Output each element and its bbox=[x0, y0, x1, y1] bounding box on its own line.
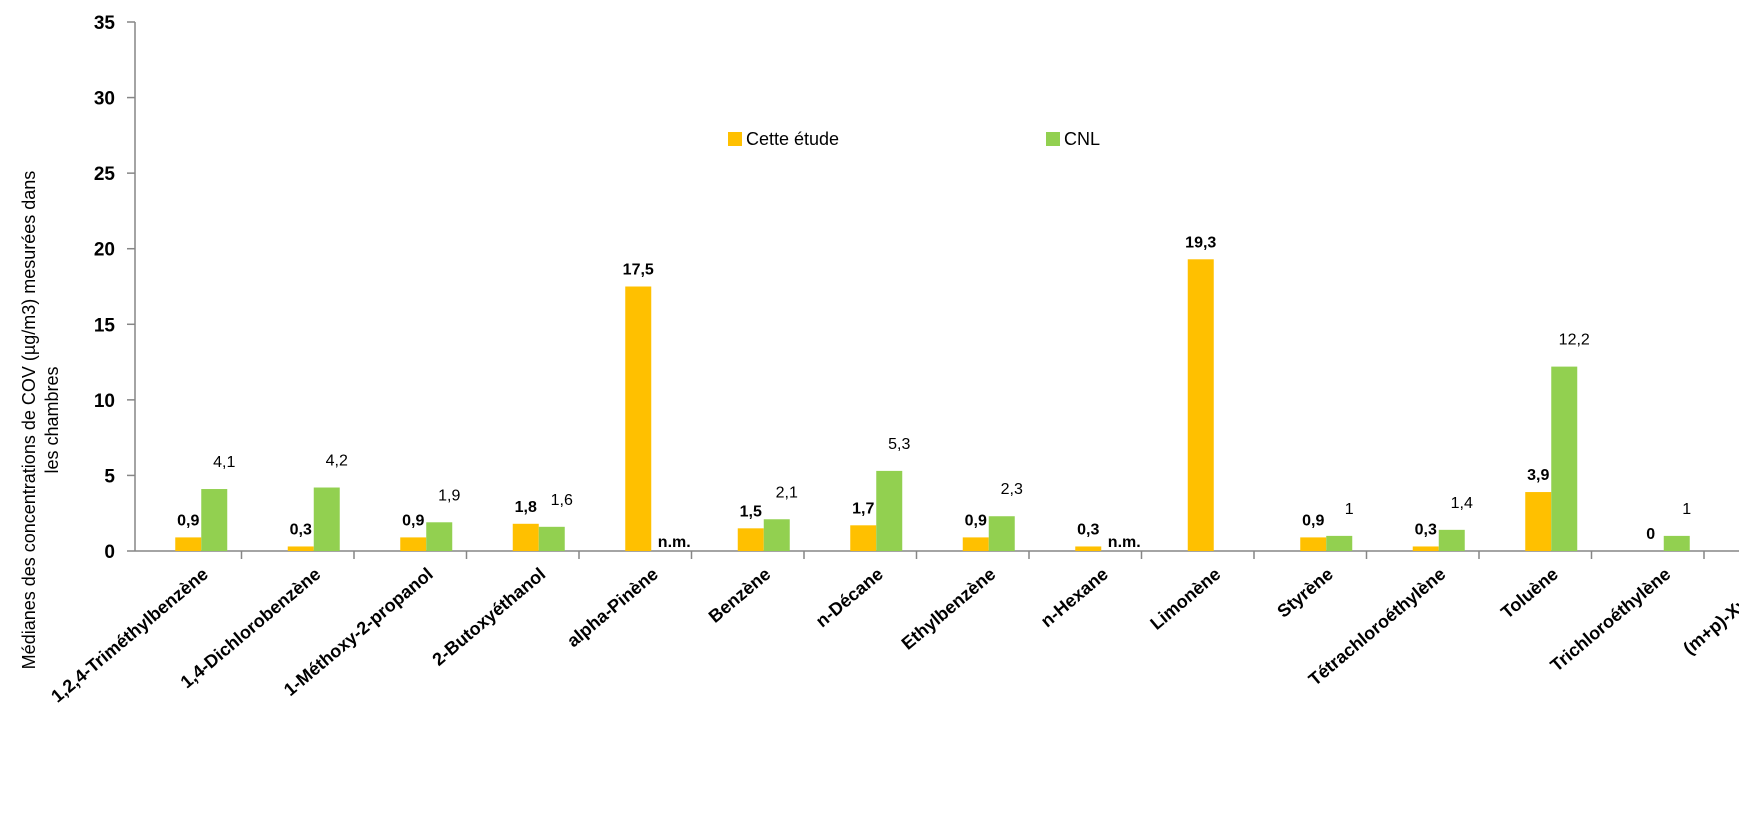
bar-cnl-toluene bbox=[1551, 366, 1578, 551]
category-label-trichloroethylene: Trichloroéthylène bbox=[1547, 564, 1675, 676]
category-label-m-p-xylenes: (m+p)-Xylènes bbox=[1679, 564, 1739, 659]
y-tick-label: 0 bbox=[104, 542, 115, 563]
legend-swatch-cnl bbox=[1046, 132, 1060, 146]
category-label-alpha-pinene: alpha-Pinène bbox=[563, 564, 662, 651]
category-label-benzene: Benzène bbox=[705, 564, 775, 627]
bar-cette-etude-tetrachloroethylene bbox=[1412, 546, 1439, 551]
y-axis-title-line-2: les chambres bbox=[42, 366, 62, 473]
y-tick-label: 15 bbox=[94, 315, 116, 336]
category-label-limonene: Limonène bbox=[1146, 564, 1224, 634]
data-label-cnl-1-4-dichlorobenzene: 4,2 bbox=[326, 453, 348, 470]
data-label-cnl-n-hexane: n.m. bbox=[1108, 534, 1141, 551]
bar-cette-etude-1-methoxy-2-propanol bbox=[400, 537, 427, 551]
y-tick-label: 35 bbox=[94, 13, 116, 34]
bar-cette-etude-1-4-dichlorobenzene bbox=[287, 546, 314, 551]
category-label-ethylbenzene: Ethylbenzène bbox=[898, 564, 1000, 654]
legend: Cette étude CNL bbox=[728, 129, 1100, 149]
data-label-cette-etude-1-4-dichlorobenzene: 0,3 bbox=[290, 521, 312, 538]
data-label-cette-etude-1-2-4-trimethylbenzene: 0,9 bbox=[177, 512, 199, 529]
data-label-cnl-n-decane: 5,3 bbox=[888, 436, 910, 453]
bar-cnl-styrene bbox=[1326, 535, 1353, 551]
category-labels: 1,2,4-Triméthylbenzène1,4-Dichlorobenzèn… bbox=[47, 551, 1739, 706]
data-label-cnl-toluene: 12,2 bbox=[1559, 332, 1590, 349]
data-label-cette-etude-toluene: 3,9 bbox=[1527, 467, 1549, 484]
bar-cette-etude-alpha-pinene bbox=[625, 286, 652, 551]
bar-cnl-trichloroethylene bbox=[1663, 535, 1690, 551]
bar-cnl-2-butoxyethanol bbox=[538, 526, 565, 551]
category-label-2-butoxyethanol: 2-Butoxyéthanol bbox=[428, 564, 549, 670]
legend-label-cette-etude: Cette étude bbox=[746, 129, 839, 149]
y-tick-label: 10 bbox=[94, 391, 115, 412]
data-label-cette-etude-2-butoxyethanol: 1,8 bbox=[515, 499, 537, 516]
data-label-cette-etude-benzene: 1,5 bbox=[740, 503, 762, 520]
legend-label-cnl: CNL bbox=[1064, 129, 1100, 149]
data-label-cette-etude-n-decane: 1,7 bbox=[852, 500, 874, 517]
data-label-cnl-1-2-4-trimethylbenzene: 4,1 bbox=[213, 454, 235, 471]
data-label-cnl-styrene: 1 bbox=[1345, 501, 1354, 518]
data-label-cette-etude-tetrachloroethylene: 0,3 bbox=[1415, 521, 1437, 538]
y-tick-label: 25 bbox=[94, 164, 116, 185]
category-label-styrene: Styrène bbox=[1273, 564, 1336, 622]
bar-cette-etude-1-2-4-trimethylbenzene bbox=[175, 537, 202, 551]
data-label-cette-etude-styrene: 0,9 bbox=[1302, 512, 1324, 529]
bar-cette-etude-toluene bbox=[1525, 492, 1552, 551]
bar-cnl-1-methoxy-2-propanol bbox=[426, 522, 453, 551]
bar-cette-etude-limonene bbox=[1187, 259, 1214, 551]
data-label-cette-etude-ethylbenzene: 0,9 bbox=[965, 512, 987, 529]
data-label-cnl-1-methoxy-2-propanol: 1,9 bbox=[438, 487, 460, 504]
category-label-toluene: Toluène bbox=[1497, 564, 1562, 623]
bar-cette-etude-ethylbenzene bbox=[962, 537, 989, 551]
bar-cette-etude-benzene bbox=[737, 528, 764, 551]
data-label-cette-etude-limonene: 19,3 bbox=[1185, 234, 1216, 251]
bars bbox=[175, 259, 1690, 551]
legend-swatch-cette-etude bbox=[728, 132, 742, 146]
data-labels: 0,9 4,1 0,3 4,2 0,9 1,9 1,8 1,6 17,5 n.m. 1,5 2,1 1,… bbox=[177, 234, 1691, 551]
y-axis-title-line-1: Médianes des concentrations de COV (µg/m… bbox=[19, 171, 39, 670]
data-label-cnl-tetrachloroethylene: 1,4 bbox=[1451, 495, 1473, 512]
bar-cette-etude-2-butoxyethanol bbox=[512, 523, 539, 551]
bar-cette-etude-n-decane bbox=[850, 525, 877, 551]
y-tick-label: 5 bbox=[104, 466, 115, 487]
data-label-cette-etude-1-methoxy-2-propanol: 0,9 bbox=[402, 512, 424, 529]
bar-cnl-1-2-4-trimethylbenzene bbox=[201, 489, 228, 551]
data-label-cnl-alpha-pinene: n.m. bbox=[658, 534, 691, 551]
data-label-cette-etude-trichloroethylene: 0 bbox=[1646, 526, 1655, 543]
bar-cnl-n-decane bbox=[876, 470, 903, 551]
bar-cette-etude-styrene bbox=[1300, 537, 1327, 551]
data-label-cnl-benzene: 2,1 bbox=[776, 484, 798, 501]
category-label-n-hexane: n-Hexane bbox=[1037, 564, 1112, 631]
data-label-cette-etude-alpha-pinene: 17,5 bbox=[623, 262, 654, 279]
bar-cette-etude-n-hexane bbox=[1075, 546, 1102, 551]
y-tick-label: 20 bbox=[94, 240, 115, 261]
bar-cnl-benzene bbox=[763, 519, 790, 551]
y-axis-title: Médianes des concentrations de COV (µg/m… bbox=[19, 171, 62, 670]
category-label-n-decane: n-Décane bbox=[812, 564, 887, 631]
bar-cnl-1-4-dichlorobenzene bbox=[313, 487, 340, 551]
bar-cnl-tetrachloroethylene bbox=[1438, 529, 1465, 551]
data-label-cnl-ethylbenzene: 2,3 bbox=[1001, 481, 1023, 498]
data-label-cnl-2-butoxyethanol: 1,6 bbox=[551, 492, 573, 509]
y-tick-label: 30 bbox=[94, 89, 115, 110]
bar-cnl-ethylbenzene bbox=[988, 516, 1015, 551]
data-label-cnl-trichloroethylene: 1 bbox=[1682, 501, 1691, 518]
data-label-cette-etude-n-hexane: 0,3 bbox=[1077, 521, 1099, 538]
